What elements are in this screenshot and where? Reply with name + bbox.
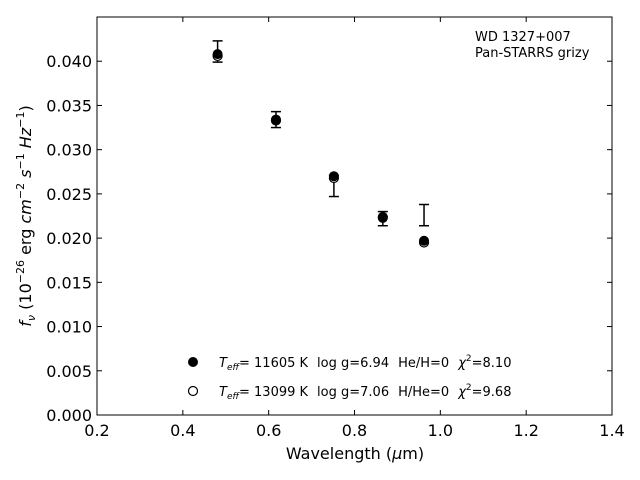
- legend-marker-open: [187, 385, 199, 397]
- x-tick-label: 0.8: [342, 421, 367, 440]
- observed-error-bars: [212, 40, 430, 227]
- x-tick-label: 0.6: [256, 421, 281, 440]
- x-tick-label: 0.2: [84, 421, 109, 440]
- model-markers: [212, 49, 430, 248]
- legend-marker-filled: [188, 357, 198, 367]
- x-axis-ticks: 0.2 0.4 0.6 0.8 1.0 1.2 1.4: [84, 17, 625, 440]
- x-tick-label: 1.4: [599, 421, 624, 440]
- y-tick-label: 0.005: [46, 362, 92, 381]
- x-tick-label: 0.4: [170, 421, 195, 440]
- y-tick-label: 0.035: [46, 96, 92, 115]
- model-1-filled-marker: [419, 235, 430, 246]
- survey-annotation: Pan-STARRS grizy: [475, 46, 590, 61]
- y-tick-label: 0.015: [46, 273, 92, 292]
- y-tick-label: 0.020: [46, 229, 92, 248]
- y-tick-label: 0.025: [46, 185, 92, 204]
- y-tick-label: 0.010: [46, 318, 92, 337]
- y-tick-label: 0.000: [46, 406, 92, 425]
- x-axis-label: Wavelength (μm): [286, 444, 424, 463]
- y-tick-label: 0.040: [46, 52, 92, 71]
- model-1-filled-marker: [377, 211, 388, 222]
- x-tick-label: 1.0: [428, 421, 453, 440]
- object-name-annotation: WD 1327+007: [475, 30, 571, 45]
- y-tick-label: 0.030: [46, 141, 92, 160]
- x-tick-label: 1.2: [513, 421, 538, 440]
- model-1-filled-marker: [212, 49, 223, 60]
- model-1-filled-marker: [328, 171, 339, 182]
- y-axis-label: fν (10−26 erg cm−2 s−1 Hz−1): [14, 105, 38, 326]
- y-axis-ticks: 0.000 0.005 0.010 0.015 0.020 0.025 0.030 0.035…: [46, 52, 612, 425]
- model-1-filled-marker: [270, 114, 281, 125]
